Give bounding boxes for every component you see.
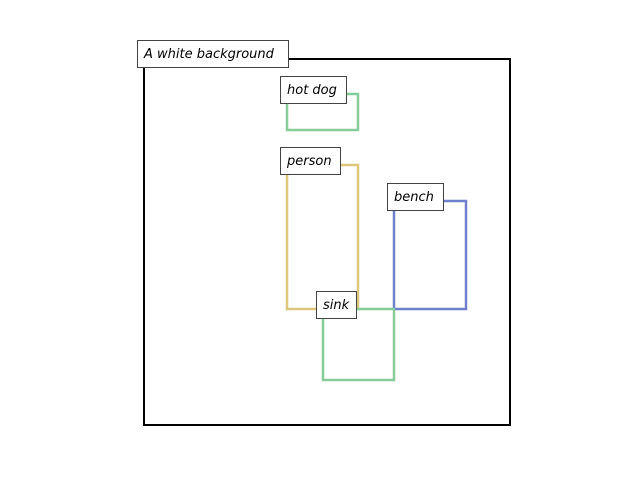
sink-box	[321, 307, 396, 382]
person-box	[285, 163, 360, 311]
hot-dog-label-text: hot dog	[287, 83, 337, 98]
caption-text: A white background	[143, 47, 275, 62]
bench-label: bench	[387, 183, 444, 211]
scene-frame	[143, 58, 511, 426]
person-label: person	[280, 147, 341, 175]
sink-label-text: sink	[323, 298, 350, 313]
sink-label: sink	[316, 291, 357, 319]
caption-label: A white background	[137, 40, 289, 68]
person-label-text: person	[286, 154, 332, 169]
hot-dog-label: hot dog	[280, 76, 347, 104]
bench-label-text: bench	[394, 190, 434, 205]
bench-box	[392, 199, 468, 311]
